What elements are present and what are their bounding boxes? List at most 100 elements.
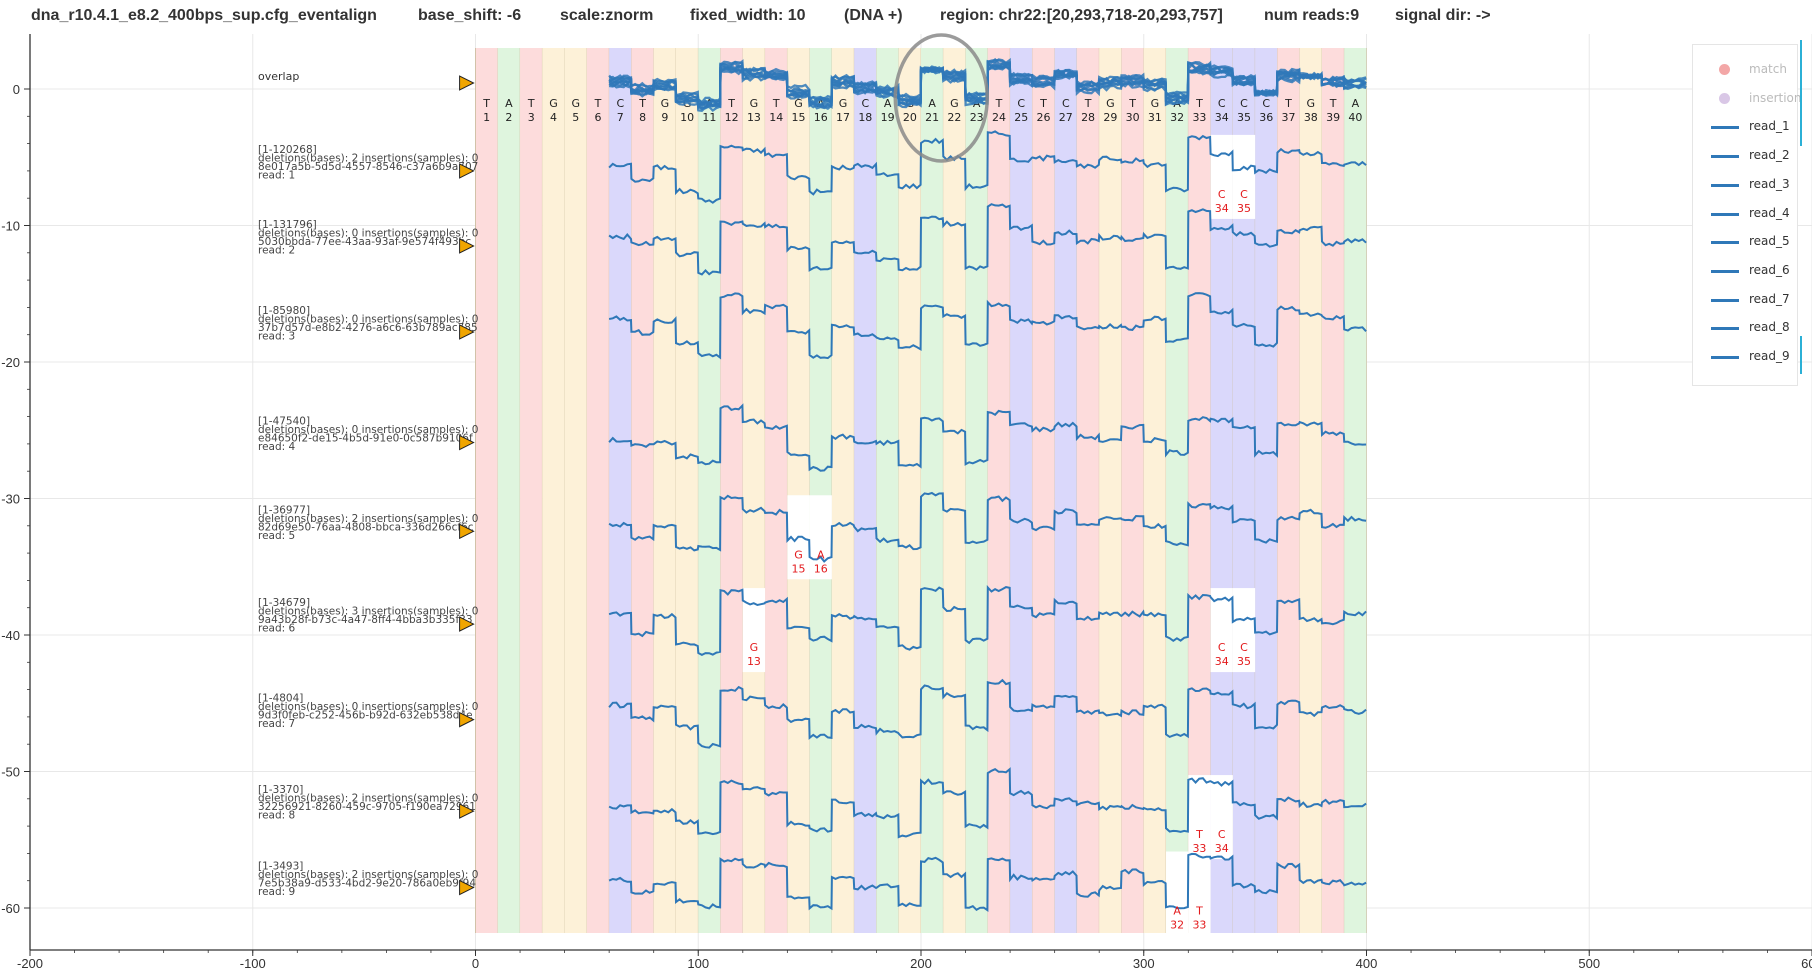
read-annotation-line: deletions(bases): 0 insertions(samples):… [258, 424, 478, 436]
base-band-38 [1299, 48, 1322, 933]
deleted-base-letter: C [1218, 188, 1226, 201]
base-position: 23 [970, 111, 984, 124]
base-letter: G [661, 97, 670, 110]
read-annotation-line: 9a43b28f-b73c-4a47-8ff4-4bba3b335f33 [258, 614, 473, 626]
signal-line-read_4 [608, 403, 1367, 472]
base-position: 12 [725, 111, 739, 124]
read-annotation-line: [1-47540] [258, 416, 310, 428]
signal-dir-label: signal dir: -> [1395, 7, 1491, 24]
signal-line-read_6 [608, 584, 1367, 657]
base-band-1 [475, 48, 498, 933]
read-annotation-line: [1-34679] [258, 597, 310, 609]
plot-header: dna_r10.4.1_e8.2_400bps_sup.cfg_eventali… [0, 0, 1812, 34]
base-letter: A [884, 97, 892, 110]
base-band-40 [1344, 48, 1367, 933]
base-letter: G [1106, 97, 1115, 110]
read-marker-1 [459, 163, 475, 179]
legend-item-read-5[interactable]: read_5 [1705, 233, 1795, 251]
base-position: 36 [1259, 111, 1273, 124]
base-band-27 [1054, 48, 1077, 933]
base-letter: T [482, 97, 490, 110]
base-position: 34 [1215, 111, 1229, 124]
line-swatch-icon [1711, 356, 1739, 359]
base-band-4 [542, 48, 565, 933]
base-position: 20 [903, 111, 917, 124]
base-position: 33 [1192, 111, 1206, 124]
read-annotation-line: read: 7 [258, 718, 295, 730]
read-annotation-line: e84650f2-de15-4b5d-91e0-0c587b9106f [258, 433, 473, 445]
base-position: 10 [680, 111, 694, 124]
read-traces [608, 130, 1367, 912]
base-band-6 [586, 48, 610, 933]
deleted-base-position: 34 [1215, 655, 1229, 668]
base-letter: C [1017, 97, 1025, 110]
deleted-base-letter: C [1218, 641, 1226, 654]
x-tick-label: -200 [17, 956, 43, 970]
legend-item-read-7[interactable]: read_7 [1705, 291, 1795, 309]
base-band-21 [921, 48, 944, 933]
signal-line-read_9 [608, 852, 1367, 912]
base-letter: A [928, 97, 936, 110]
legend-item-read-8[interactable]: read_8 [1705, 319, 1795, 337]
base-letter: T [995, 97, 1003, 110]
deleted-base-letter: G [750, 641, 759, 654]
base-position: 40 [1348, 111, 1362, 124]
x-tick-label: 0 [472, 956, 479, 970]
legend-item-read-1[interactable]: read_1 [1705, 118, 1795, 136]
read-annotation-line: deletions(bases): 3 insertions(samples):… [258, 606, 478, 618]
legend-item-match[interactable]: match [1705, 61, 1795, 79]
base-position: 29 [1103, 111, 1117, 124]
overlap-trace [608, 65, 1367, 110]
base-band-5 [564, 48, 587, 933]
base-letter: G [1151, 97, 1160, 110]
base-letter: T [1329, 97, 1337, 110]
base-letter: G [750, 97, 759, 110]
legend-item-read-9[interactable]: read_9 [1705, 348, 1795, 366]
base-letter: T [1284, 97, 1292, 110]
base-letter: C [861, 97, 869, 110]
base-position: 5 [572, 111, 579, 124]
read-annotation-line: 82d69e50-76aa-4808-bbca-336d266cf6c [258, 521, 474, 533]
read-annotation-line: read: 4 [258, 441, 296, 453]
legend-item-insertion[interactable]: insertion [1705, 90, 1802, 108]
read-annotation-line: deletions(bases): 0 insertions(samples):… [258, 701, 478, 713]
base-position: 35 [1237, 111, 1251, 124]
base-band-9 [653, 48, 676, 933]
base-letter: G [1307, 97, 1316, 110]
deletion-box [1210, 588, 1233, 673]
x-tick-label: 600 [1801, 956, 1812, 970]
legend-item-read-4[interactable]: read_4 [1705, 205, 1795, 223]
base-band-3 [520, 48, 543, 933]
config-label: dna_r10.4.1_e8.2_400bps_sup.cfg_eventali… [31, 7, 377, 24]
y-tick-label: -60 [1, 901, 20, 916]
base-band-34 [1210, 48, 1233, 933]
base-band-7 [609, 48, 632, 933]
read-annotation-line: read: 8 [258, 810, 295, 822]
base-letter: T [594, 97, 602, 110]
region-label: region: chr22:[20,293,718-20,293,757] [940, 7, 1223, 24]
deleted-base-letter: A [817, 548, 825, 561]
base-letter: C [1240, 97, 1248, 110]
overlap-marker [459, 75, 475, 91]
legend-item-read-6[interactable]: read_6 [1705, 262, 1795, 280]
read-annotation-line: [1-131796] [258, 219, 317, 231]
base-position: 37 [1282, 111, 1296, 124]
deleted-base-letter: G [794, 548, 803, 561]
legend-item-read-2[interactable]: read_2 [1705, 147, 1795, 165]
read-annotation-line: [1-120268] [258, 144, 317, 156]
read-marker-8 [459, 803, 475, 819]
axes: 0 -10 -20 -30 -40 -50 -60 -200 -100 0 100 200 300 400… [1, 34, 1812, 970]
line-swatch-icon [1711, 298, 1739, 302]
read-annotation-line: read: 5 [258, 530, 295, 542]
deleted-base-letter: T [1195, 905, 1203, 918]
read-annotation-line: deletions(bases): 2 insertions(samples):… [258, 152, 478, 164]
line-swatch-icon [1711, 212, 1739, 216]
base-band-30 [1121, 48, 1144, 933]
num-reads-label: num reads:9 [1264, 7, 1360, 24]
read-marker-5 [459, 523, 475, 540]
legend-item-read-3[interactable]: read_3 [1705, 176, 1795, 194]
deleted-base-letter: T [1195, 828, 1203, 841]
